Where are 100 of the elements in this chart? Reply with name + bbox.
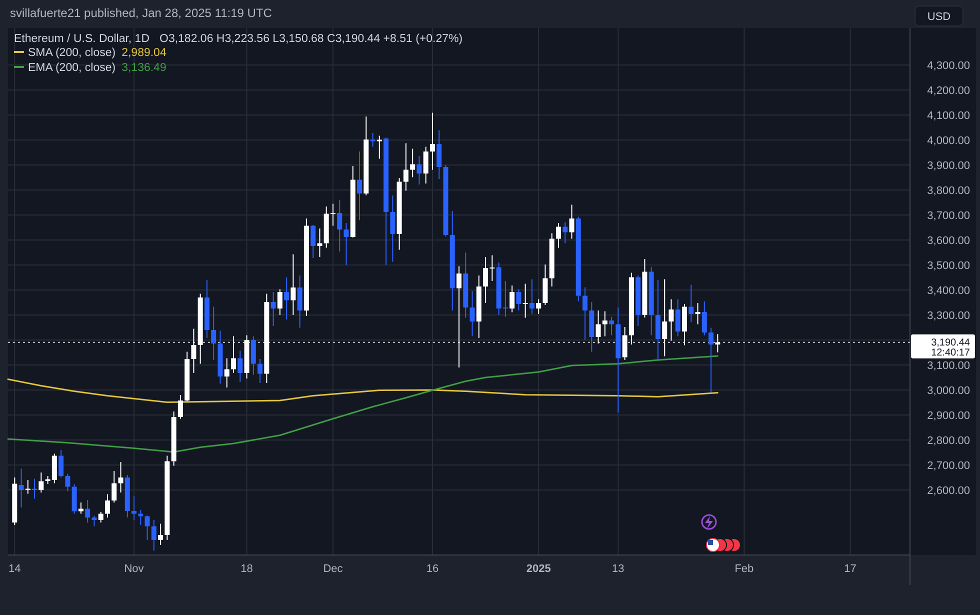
candlestick [277,288,282,316]
y-tick-label: 4,000.00 [927,135,970,147]
candlestick [270,292,276,326]
candlestick [98,512,104,523]
chart-subtitle: svillafuerte21 published, Jan 28, 2025 11:19 UTC [10,6,272,20]
candlestick [310,224,316,258]
candlestick [556,222,561,248]
line-series [7,355,718,453]
candlestick [231,336,236,374]
y-tick-label: 4,200.00 [927,85,970,97]
candlestick [376,135,382,160]
candlestick [317,228,322,258]
ref-line-label: 3,190.44 [931,337,970,348]
candlestick [132,496,137,520]
candlestick [258,358,263,384]
candlestick [138,510,144,526]
candlestick [470,290,475,337]
candlestick [284,277,290,320]
candlestick [456,266,462,368]
x-tick-label: 13 [612,563,624,575]
annotation: 2,989.04 [122,47,167,59]
candlestick [562,222,568,244]
candlestick [370,132,376,148]
candlestick [410,148,416,178]
y-tick-label: 3,400.00 [927,285,970,297]
candlestick [224,358,230,388]
candlestick [602,310,608,337]
candlestick [423,146,428,184]
candlestick [715,334,720,353]
y-tick-label: 2,600.00 [927,485,970,497]
candlestick [436,130,442,180]
y-tick-label: 3,000.00 [927,385,970,397]
candlestick [18,468,24,508]
candlestick [357,151,362,221]
candlestick [191,328,196,374]
chart-title: Ethereum / U.S. Dollar, 1D [14,33,150,45]
candlestick [78,502,84,514]
candlestick [403,142,408,192]
candlestick [609,316,614,336]
y-tick-label: 3,600.00 [927,235,970,247]
y-tick-label: 3,300.00 [927,310,970,322]
x-tick-label: 17 [844,563,856,575]
x-tick-label: 16 [426,563,439,575]
y-tick-label: 3,700.00 [927,210,970,222]
candlestick [702,300,707,336]
y-tick-label: 3,800.00 [927,185,970,197]
legend-label: SMA (200, close) [28,47,116,59]
candlestick [85,500,90,523]
candlestick [510,285,515,313]
candlestick [337,200,342,252]
candlestick [238,350,243,382]
candlestick [390,195,396,262]
candlestick [330,203,336,226]
candlestick [662,278,668,357]
candlestick [596,310,601,344]
candlestick [522,283,528,318]
candlestick [58,450,64,478]
x-tick-label: 14 [8,563,21,575]
y-tick-label: 4,100.00 [927,110,970,122]
candlestick [297,275,302,328]
candlestick [430,112,435,170]
line-series [7,378,718,403]
candlestick [92,515,97,527]
annotation: 3,136.49 [122,62,166,74]
candlestick [38,472,44,493]
candlestick [688,284,694,323]
candlestick [708,327,714,393]
y-tick-label: 2,700.00 [927,460,970,472]
y-tick-label: 3,900.00 [927,160,970,172]
y-tick-label: 3,500.00 [927,260,970,272]
candlestick [211,306,216,360]
y-tick-label: 3,100.00 [927,360,970,372]
y-tick-label: 4,300.00 [927,60,970,72]
x-tick-label: Feb [734,563,754,575]
x-tick-label: 18 [240,563,253,575]
legend-label: EMA (200, close) [28,62,116,74]
candlestick [536,298,542,314]
candlestick [118,462,124,493]
candlestick [416,156,422,185]
candlestick [151,520,156,552]
candlestick [112,470,117,503]
candlestick [668,298,674,342]
candlestick [516,288,522,311]
candlestick [344,222,349,266]
text: 12:40:17 [931,347,970,358]
candlestick [622,326,628,360]
candlestick [582,286,588,340]
candlestick [65,473,70,492]
candlestick [290,254,296,316]
y-tick-label: 2,900.00 [927,410,970,422]
x-tick-label: 2025 [526,563,551,575]
candlestick [569,204,574,240]
y-tick-label: 2,800.00 [927,435,970,447]
candlestick [655,280,660,360]
candlestick [675,298,680,337]
x-tick-label: Dec [323,563,344,575]
candlestick [695,302,700,325]
candlestick [250,336,256,376]
candlestick [178,394,183,420]
annotation: O3,182.06 H3,223.56 L3,150.68 C3,190.44 +8.51 (+0.27%) [160,33,463,45]
